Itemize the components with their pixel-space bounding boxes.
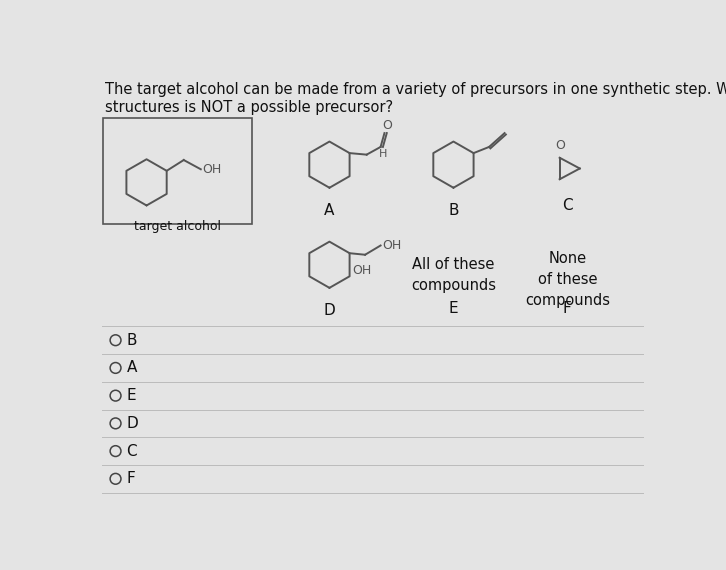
Text: A: A bbox=[126, 360, 136, 376]
Text: target alcohol: target alcohol bbox=[134, 220, 221, 233]
Text: E: E bbox=[126, 388, 136, 403]
Text: B: B bbox=[448, 203, 459, 218]
Text: D: D bbox=[324, 303, 335, 318]
Text: B: B bbox=[126, 333, 137, 348]
Text: F: F bbox=[563, 301, 572, 316]
Text: OH: OH bbox=[352, 264, 372, 277]
Text: OH: OH bbox=[203, 163, 221, 176]
Text: OH: OH bbox=[382, 239, 401, 252]
Text: The target alcohol can be made from a variety of precursors in one synthetic ste: The target alcohol can be made from a va… bbox=[105, 82, 726, 115]
Text: E: E bbox=[449, 301, 458, 316]
Text: O: O bbox=[555, 139, 566, 152]
Text: C: C bbox=[126, 443, 137, 459]
Text: F: F bbox=[126, 471, 135, 486]
Text: A: A bbox=[325, 203, 335, 218]
Text: None
of these
compounds: None of these compounds bbox=[525, 251, 610, 308]
Text: All of these
compounds: All of these compounds bbox=[411, 257, 496, 293]
Text: D: D bbox=[126, 416, 138, 431]
Text: C: C bbox=[562, 198, 573, 213]
Text: H: H bbox=[379, 149, 387, 159]
Text: O: O bbox=[383, 119, 393, 132]
